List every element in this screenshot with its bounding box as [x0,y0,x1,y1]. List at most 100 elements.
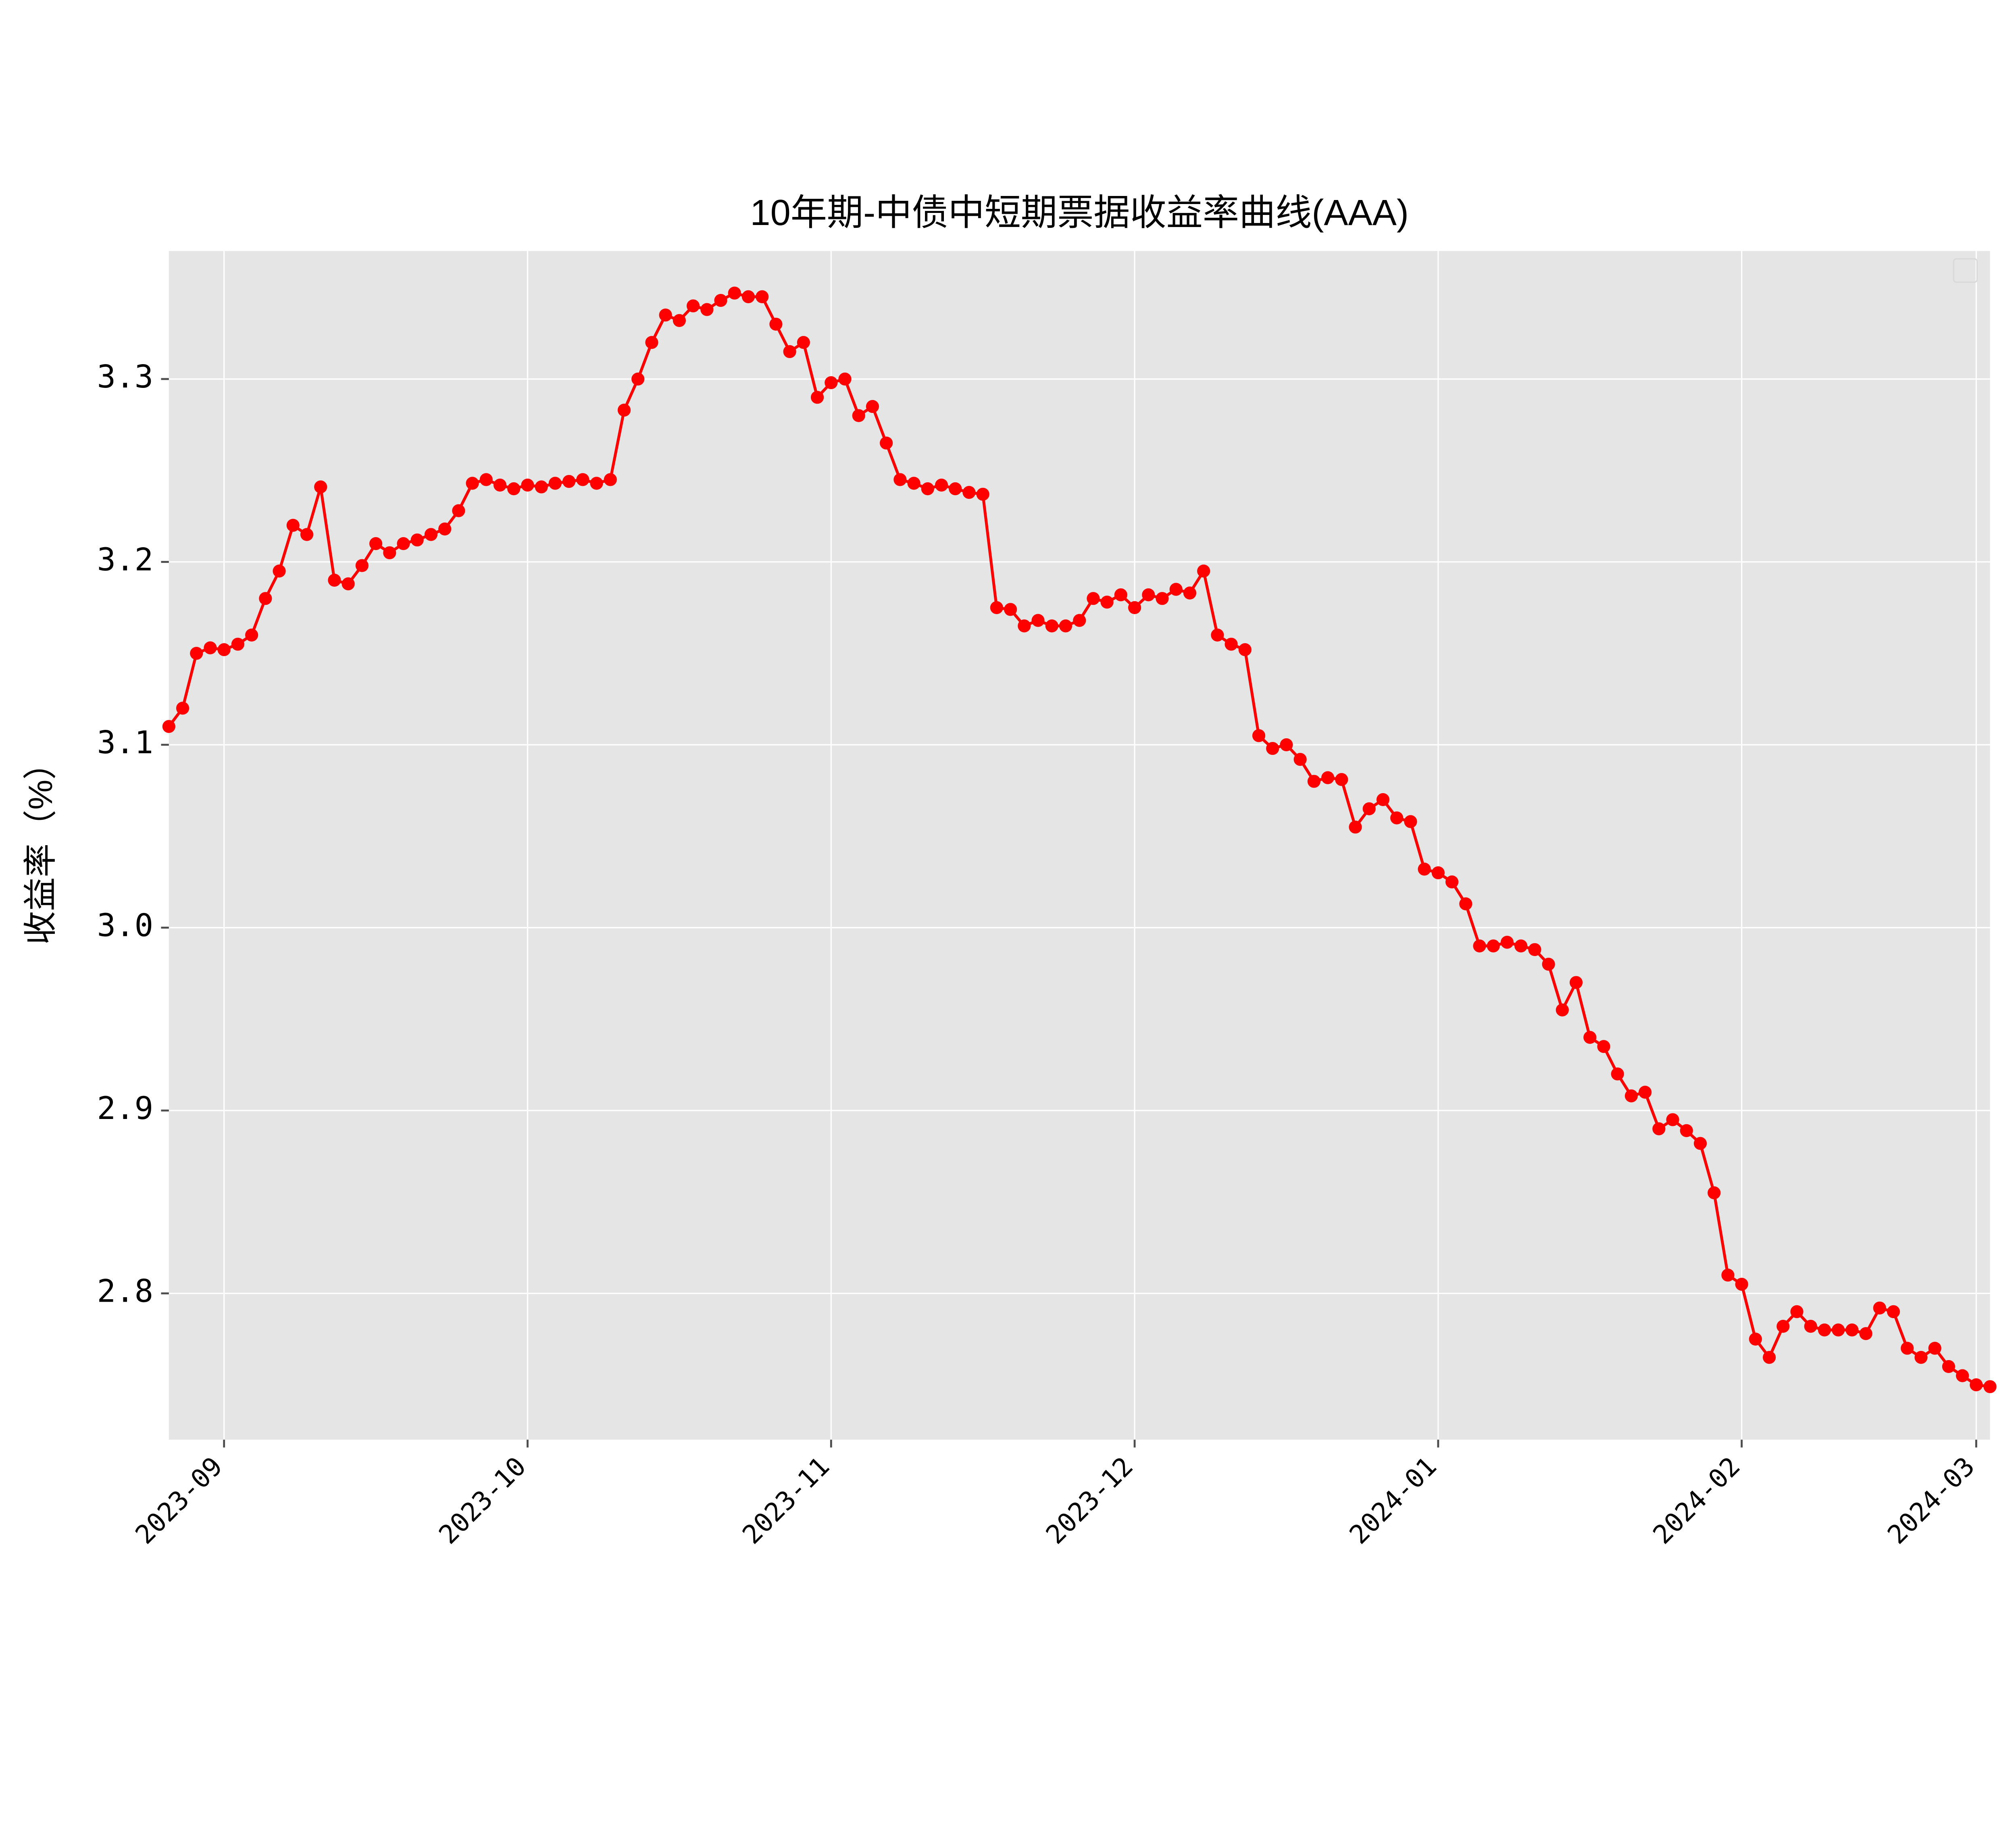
series-marker [1018,619,1031,632]
series-marker [1570,976,1583,989]
series-marker [1597,1040,1610,1053]
series-marker [1211,629,1224,642]
y-tick-label: 3.2 [97,542,154,578]
series-marker [1804,1320,1817,1333]
series-marker [1901,1342,1914,1354]
series-marker [1114,588,1127,601]
series-marker [783,345,796,358]
series-marker [1377,793,1389,806]
series-marker [562,475,575,488]
series-marker [604,473,617,486]
series-marker [1818,1323,1831,1336]
series-marker [1887,1305,1900,1318]
series-marker [356,559,369,572]
series-marker [1666,1113,1679,1126]
series-marker [1087,592,1100,605]
y-axis-label: 收益率（%） [21,746,59,945]
series-marker [1680,1124,1693,1137]
series-marker [1459,897,1472,910]
series-marker [866,400,879,413]
series-marker [452,504,465,517]
series-marker [521,479,534,492]
series-marker [507,482,520,495]
series-marker [1308,775,1320,788]
series-marker [273,565,285,577]
series-marker [259,592,272,605]
series-marker [1225,638,1237,650]
series-marker [990,601,1003,614]
series-marker [590,477,603,490]
y-tick-label: 2.9 [97,1090,154,1127]
series-marker [1045,619,1058,632]
series-marker [880,437,893,450]
series-marker [1528,943,1541,956]
series-marker [907,477,920,490]
series-marker [1983,1380,1996,1393]
series-marker [949,482,962,495]
series-marker [1239,643,1252,656]
series-marker [1059,619,1072,632]
series-marker [176,702,189,715]
series-marker [1611,1067,1624,1080]
series-marker [1142,588,1155,601]
series-marker [1694,1137,1707,1150]
series-marker [852,409,865,422]
series-marker [231,638,244,650]
series-marker [921,482,934,495]
series-marker [204,642,217,654]
chart-svg: 2.82.93.03.13.23.32023-092023-102023-112… [0,0,2016,1844]
series-marker [1776,1320,1789,1333]
series-marker [1404,815,1417,828]
series-marker [1418,863,1431,875]
series-marker [1542,958,1555,971]
series-marker [1031,614,1044,627]
series-marker [1321,771,1334,784]
series-marker [1763,1351,1776,1364]
series-marker [1639,1086,1652,1099]
series-marker [714,294,727,307]
series-marker [218,643,231,656]
series-marker [1349,821,1362,833]
series-marker [1170,583,1183,596]
series-marker [1294,753,1307,766]
series-marker [1652,1122,1665,1135]
series-marker [728,287,741,300]
series-marker [1956,1369,1969,1382]
series-marker [411,533,424,546]
series-marker [1556,1003,1569,1016]
series-marker [1914,1351,1927,1364]
series-marker [838,373,851,385]
series-marker [1280,738,1293,751]
series-marker [1335,773,1348,786]
series-marker [1252,729,1265,742]
series-marker [494,479,506,492]
series-marker [535,480,548,493]
series-marker [1625,1090,1638,1102]
series-marker [977,488,989,501]
series-marker [1266,742,1279,755]
series-marker [1873,1302,1886,1315]
series-marker [1721,1269,1734,1281]
series-marker [1073,614,1086,627]
series-marker [756,290,768,303]
series-marker [1128,601,1141,614]
series-marker [659,308,672,321]
series-marker [811,391,824,404]
series-marker [1487,940,1500,952]
plot-panel [169,251,1990,1440]
series-marker [576,473,589,486]
series-marker [287,519,300,532]
y-tick-label: 2.8 [97,1273,154,1310]
series-marker [700,303,713,316]
series-marker [300,528,313,541]
series-marker [1583,1031,1596,1044]
series-marker [397,537,410,550]
series-marker [797,336,810,349]
series-marker [1004,603,1017,616]
series-marker [1942,1360,1955,1373]
series-marker [618,404,631,417]
series-marker [190,647,203,660]
series-marker [1832,1323,1845,1336]
series-marker [369,537,382,550]
series-marker [1473,940,1486,952]
